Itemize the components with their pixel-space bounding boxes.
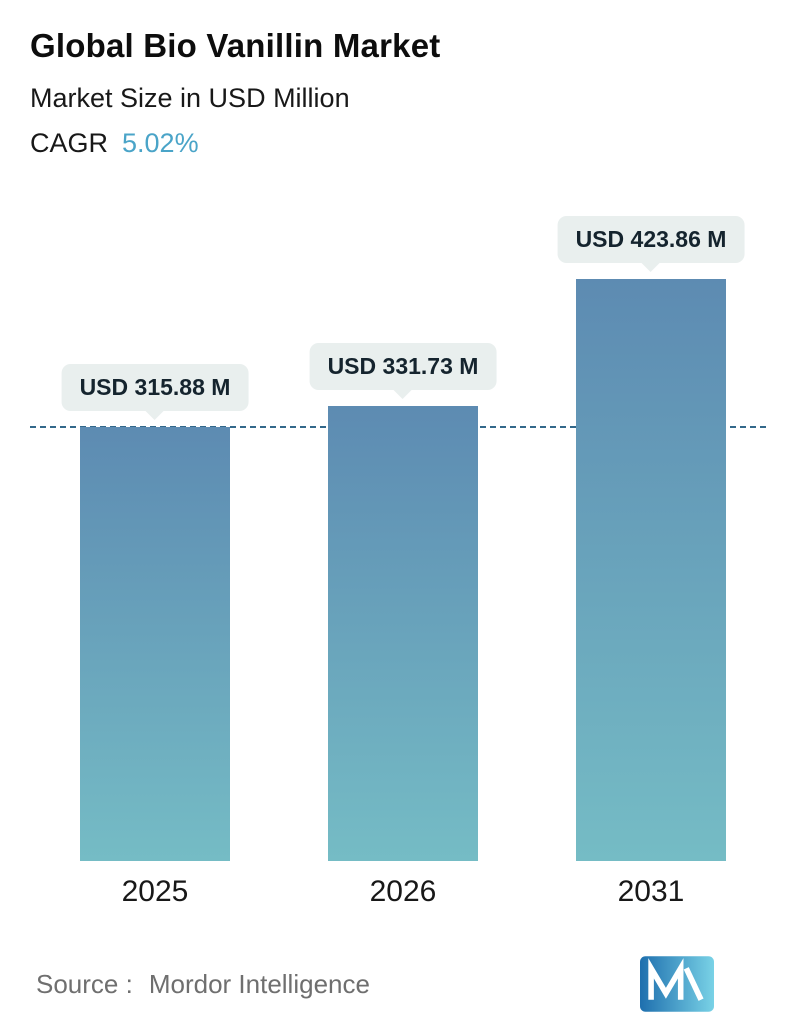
bar-group-2026: USD 331.73 M bbox=[309, 181, 497, 862]
bar-2031 bbox=[576, 279, 726, 862]
x-label-2025: 2025 bbox=[121, 875, 189, 909]
x-label-2026: 2026 bbox=[369, 875, 437, 909]
bar-group-2031: USD 423.86 M bbox=[557, 181, 745, 862]
cagr-label: CAGR bbox=[30, 127, 109, 158]
value-label-bubble-2031: USD 423.86 M bbox=[557, 216, 745, 264]
mordor-intelligence-logo bbox=[640, 956, 714, 1012]
bars-row: USD 315.88 M USD 331.73 M USD 423.86 M bbox=[0, 181, 796, 862]
source-line: Source : Mordor Intelligence bbox=[36, 969, 370, 1000]
bar-2026 bbox=[328, 406, 478, 862]
value-label-bubble-2025: USD 315.88 M bbox=[61, 364, 249, 412]
chart-header: Global Bio Vanillin Market Market Size i… bbox=[0, 0, 796, 159]
value-label-bubble-2026: USD 331.73 M bbox=[309, 343, 497, 391]
x-axis-labels: 2025 2026 2031 bbox=[0, 875, 796, 909]
bar-chart: USD 315.88 M USD 331.73 M USD 423.86 M bbox=[0, 181, 796, 862]
source-value: Mordor Intelligence bbox=[148, 968, 370, 999]
bar-2025 bbox=[80, 427, 230, 862]
cagr-value: 5.02% bbox=[122, 127, 199, 158]
chart-title: Global Bio Vanillin Market bbox=[30, 27, 441, 64]
chart-footer: Source : Mordor Intelligence bbox=[0, 956, 796, 1012]
source-label: Source : bbox=[36, 968, 133, 999]
cagr-row: CAGR 5.02% bbox=[30, 127, 766, 159]
x-label-2031: 2031 bbox=[617, 875, 685, 909]
bar-group-2025: USD 315.88 M bbox=[61, 181, 249, 862]
chart-subtitle: Market Size in USD Million bbox=[30, 82, 350, 113]
